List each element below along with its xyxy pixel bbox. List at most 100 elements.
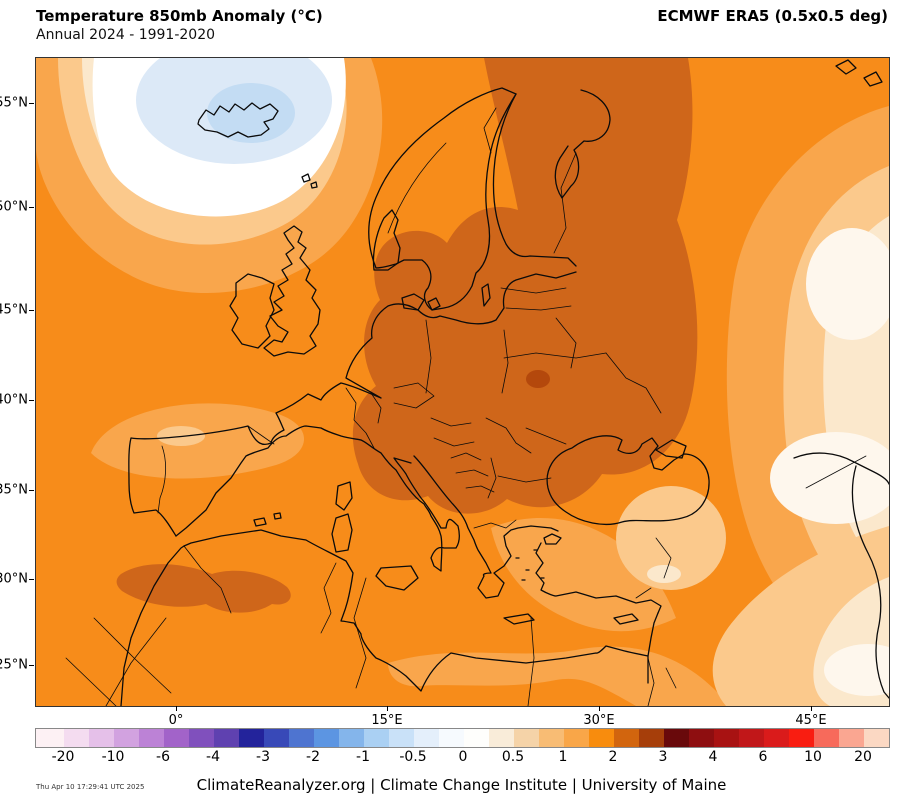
country-borders xyxy=(65,107,867,706)
lon-tick-label: 45°E xyxy=(795,713,827,728)
levant-coast xyxy=(647,612,659,684)
marmara-bosphorus xyxy=(543,533,562,545)
sicily-outline xyxy=(375,565,419,591)
colorbar-cell xyxy=(639,729,664,747)
lat-tick-label: 25°N xyxy=(0,657,28,673)
border-sahara-1 xyxy=(93,617,172,694)
gotland-island xyxy=(481,283,491,307)
lat-tick-mark xyxy=(29,490,34,491)
danish-isles xyxy=(401,293,441,311)
border-libya-egypt xyxy=(527,617,535,706)
caspian-west-coast xyxy=(851,465,889,699)
colorbar-tick-label: 2 xyxy=(608,749,618,765)
field-east-white-north xyxy=(806,228,889,340)
colorbar-cell xyxy=(264,729,289,747)
border-finland-russia xyxy=(553,152,577,254)
colorbar-tick-label: -1 xyxy=(356,749,370,765)
jutland-outline xyxy=(372,209,401,271)
lon-tick-label: 0° xyxy=(168,713,184,728)
colorbar-cell xyxy=(89,729,114,747)
colorbar-cell xyxy=(589,729,614,747)
border-carpathia xyxy=(485,417,532,454)
colorbar-cell xyxy=(814,729,839,747)
colorbar-cell xyxy=(389,729,414,747)
colorbar-tick-label: -2 xyxy=(306,749,320,765)
border-norway-sweden xyxy=(387,142,447,234)
baltic-south-coast xyxy=(417,271,577,325)
border-kazakh-caspian xyxy=(805,455,867,489)
page-title: Temperature 850mb Anomaly (°C) xyxy=(36,7,323,25)
border-moldova-romania xyxy=(525,427,567,445)
colorbar-tick-label: -4 xyxy=(206,749,220,765)
colorbar-tick-label: -10 xyxy=(101,749,125,765)
border-benelux-germany xyxy=(370,392,382,424)
border-baltics-2 xyxy=(505,305,572,311)
lon-tick-label: 30°E xyxy=(583,713,615,728)
cyprus-outline xyxy=(613,613,639,625)
field-east-turkey-peach xyxy=(616,486,726,590)
border-baltics-1 xyxy=(500,287,567,294)
black-sea-outline xyxy=(546,435,710,526)
colorbar-cell xyxy=(614,729,639,747)
border-russia-belarus xyxy=(555,317,577,369)
border-ukraine-russia xyxy=(605,352,662,414)
europe-anomaly-map xyxy=(36,58,889,706)
render-timestamp: Thu Apr 10 17:29:41 UTC 2025 xyxy=(36,783,145,791)
border-sahara-2 xyxy=(105,617,167,706)
sardinia-outline xyxy=(331,513,353,553)
colorbar-tick-label: 10 xyxy=(804,749,822,765)
colorbar-tick-label: 4 xyxy=(708,749,718,765)
lat-tick-label: 50°N xyxy=(0,199,28,215)
colorbar-cell xyxy=(339,729,364,747)
field-iceland-blue-core xyxy=(207,83,295,143)
colorbar-cell xyxy=(314,729,339,747)
colorbar-cell xyxy=(864,729,889,747)
lon-tick-label: 15°E xyxy=(371,713,403,728)
lat-tick-mark xyxy=(29,665,34,666)
border-romania-bulgaria xyxy=(497,475,552,483)
iceland-outline xyxy=(197,102,279,138)
colorbar-cell xyxy=(364,729,389,747)
colorbar-cell xyxy=(764,729,789,747)
lat-tick-label: 55°N xyxy=(0,95,28,111)
border-egypt-east xyxy=(647,657,677,706)
border-morocco-algeria xyxy=(183,545,232,614)
border-poland-east xyxy=(501,329,509,394)
border-czech-austria xyxy=(393,382,435,409)
colorbar-cell xyxy=(539,729,564,747)
colorbar-tick-label: 6 xyxy=(758,749,768,765)
colorbar-cell xyxy=(464,729,489,747)
italy-outline xyxy=(360,439,460,572)
lat-tick-mark xyxy=(29,400,34,401)
border-balkans-1 xyxy=(450,452,482,461)
aegean-islands xyxy=(515,549,545,581)
colorbar-cell xyxy=(36,729,64,747)
colorbar-cell xyxy=(564,729,589,747)
colorbar-cell xyxy=(289,729,314,747)
colorbar-cell xyxy=(439,729,464,747)
north-africa-coast xyxy=(183,529,649,692)
border-sahara-3 xyxy=(65,657,117,706)
lat-tick-mark xyxy=(29,103,34,104)
border-france-east xyxy=(345,387,375,449)
field-corner-white xyxy=(824,644,889,696)
data-source-label: ECMWF ERA5 (0.5x0.5 deg) xyxy=(657,7,888,25)
colorbar-cell xyxy=(664,729,689,747)
field-aegean-light xyxy=(491,518,676,632)
iberia-med-coast xyxy=(175,425,362,537)
anomaly-field xyxy=(36,58,889,706)
colorbar-tick-label: 3 xyxy=(658,749,668,765)
colorbar-cell xyxy=(214,729,239,747)
colorbar-cell xyxy=(689,729,714,747)
colorbar-cell xyxy=(489,729,514,747)
colorbar-tick-label: 20 xyxy=(854,749,872,765)
border-hungary-north xyxy=(430,417,472,427)
colorbar-tick-label: 1 xyxy=(558,749,568,765)
colorbar-cell xyxy=(139,729,164,747)
border-balkans-3 xyxy=(465,485,495,493)
border-spain-france xyxy=(247,425,275,445)
colorbar-cell xyxy=(64,729,89,747)
morocco-atlantic-coast xyxy=(120,545,185,706)
colorbar-cell xyxy=(239,729,264,747)
